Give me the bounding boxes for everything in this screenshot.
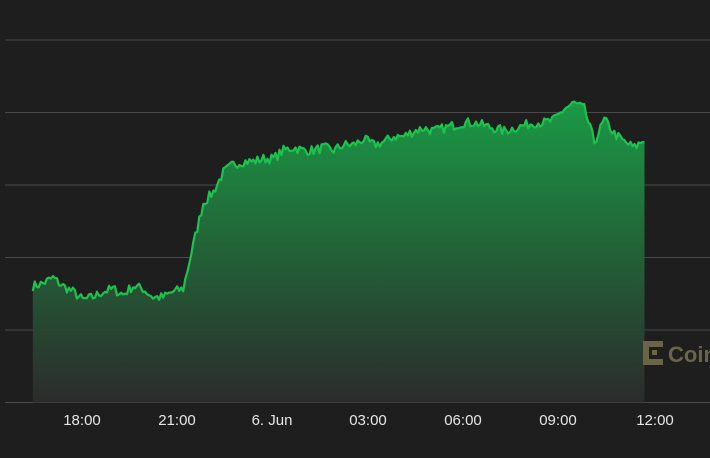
x-tick-label: 18:00 [63,412,101,429]
watermark-text: Coin [668,342,710,367]
x-tick-label: 6. Jun [252,412,293,429]
x-tick-label: 06:00 [444,412,482,429]
price-area [32,101,645,403]
x-axis: 18:00 21:00 6. Jun 03:00 06:00 09:00 12:00 [63,412,674,429]
x-tick-label: 09:00 [539,412,577,429]
price-line [31,100,645,301]
coindesk-logo-icon [643,341,663,365]
x-tick-label: 12:00 [636,412,674,429]
watermark: Coin [643,341,710,367]
x-tick-label: 21:00 [158,412,196,429]
x-tick-label: 03:00 [349,412,387,429]
